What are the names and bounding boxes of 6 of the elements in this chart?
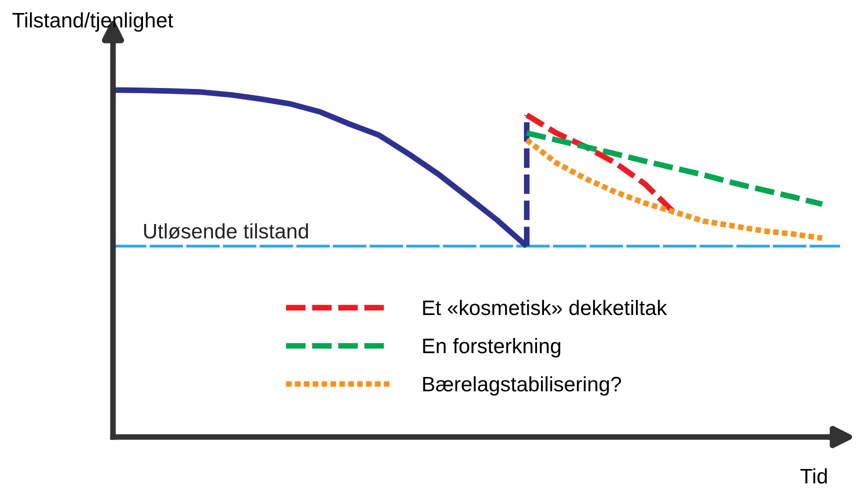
legend-label: En forsterkning [423, 338, 560, 358]
legend-label: Bærelagstabilisering? [423, 376, 622, 396]
y-axis-title: Tilstand/tjenlighet [12, 12, 174, 32]
legend-label: Et «kosmetisk» dekketiltak [423, 300, 667, 316]
ref-line-label: Utløsende tilstand [144, 223, 308, 239]
x-axis-title: Tid [800, 468, 827, 484]
